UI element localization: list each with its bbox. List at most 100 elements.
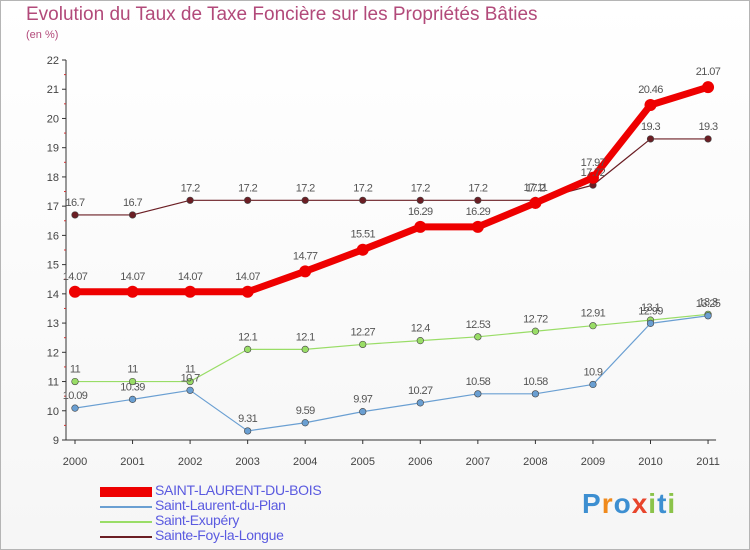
series-line-1 [74, 313, 709, 383]
data-point [186, 377, 194, 386]
data-point [359, 340, 367, 349]
data-point [244, 427, 252, 435]
legend-label: Saint-Laurent-du-Plan [155, 497, 286, 513]
data-point [128, 377, 137, 386]
y-tick-label: 18 [47, 172, 59, 184]
data-label: 17.2 [526, 182, 545, 194]
x-tick-label: 2005 [351, 456, 375, 468]
data-label: 12.1 [296, 331, 315, 343]
x-tick-label: 2007 [466, 456, 490, 468]
data-label: 10.39 [120, 381, 145, 393]
data-label: 9.59 [296, 405, 315, 417]
data-point [646, 135, 655, 143]
y-tick-label: 20 [47, 113, 59, 125]
x-tick-label: 2004 [293, 456, 317, 468]
data-point [644, 99, 657, 112]
data-label: 9.97 [353, 394, 372, 406]
legend-swatch [100, 536, 152, 538]
data-point [529, 196, 542, 209]
data-label: 12.91 [581, 308, 606, 320]
data-labels: 16.7 16.7 17.2 17.2 17.2 17.2 17.2 17.2 17.2 17.7… [63, 66, 722, 425]
data-label: 16.7 [123, 197, 142, 209]
legend-swatch [100, 506, 152, 508]
series-line-0 [74, 138, 709, 216]
y-tick-label: 17 [47, 201, 59, 213]
data-label: 13.3 [699, 296, 718, 308]
logo-letter: P [582, 488, 602, 519]
data-label: 10.7 [181, 372, 200, 384]
x-tick-label: 2008 [523, 456, 547, 468]
data-label: 14.07 [235, 271, 260, 283]
legend-label: Sainte-Foy-la-Longue [155, 527, 284, 543]
data-point [186, 196, 194, 204]
data-label: 20.46 [638, 84, 663, 96]
data-label: 17.72 [581, 167, 606, 179]
data-label: 19.3 [699, 121, 718, 133]
y-tick-label: 21 [47, 84, 59, 96]
data-point [474, 390, 482, 398]
data-point [474, 333, 482, 341]
x-tick-label: 2011 [696, 456, 720, 468]
data-point [69, 285, 81, 298]
x-tick-label: 2002 [178, 456, 202, 468]
data-label: 10.09 [63, 390, 88, 402]
data-point [184, 285, 197, 298]
data-point [589, 322, 597, 330]
data-label: 14.07 [178, 271, 203, 283]
data-point [244, 196, 252, 204]
data-point [301, 196, 309, 204]
data-label: 10.9 [583, 366, 602, 378]
x-tick-label: 2009 [581, 456, 605, 468]
logo-letter: i [667, 488, 677, 519]
data-label: 13.25 [696, 298, 721, 310]
x-tick-label: 2001 [120, 456, 144, 468]
data-label: 14.07 [120, 271, 145, 283]
data-label: 16.7 [65, 197, 84, 209]
data-point [646, 319, 655, 327]
data-label: 12.72 [523, 313, 548, 325]
data-label: 12.27 [350, 326, 375, 338]
data-label: 10.27 [408, 385, 433, 397]
logo-letter: x [631, 488, 649, 519]
data-label: 16.29 [466, 206, 491, 218]
data-point [301, 345, 309, 353]
data-label: 12.4 [411, 323, 430, 335]
x-tick-label: 2006 [408, 456, 432, 468]
logo-letter: i [648, 488, 658, 519]
data-label: 13.1 [641, 302, 660, 314]
y-tick-label: 12 [47, 347, 59, 359]
data-label: 15.51 [350, 229, 375, 241]
data-point [704, 312, 712, 320]
data-label: 12.99 [638, 305, 663, 317]
data-point [416, 196, 424, 204]
data-label: 10.58 [523, 376, 548, 388]
data-label: 9.31 [238, 413, 257, 425]
line-chart: 9 10 11 12 13 14 15 16 17 18 19 20 21 22 2000 2001 2002 2… [47, 55, 722, 468]
legend-swatch [100, 487, 152, 497]
data-point [531, 327, 540, 335]
logo-letter: t [657, 488, 668, 519]
data-label: 17.2 [353, 182, 372, 194]
y-tick-label: 22 [47, 55, 59, 67]
data-point [359, 196, 367, 204]
legend-label: SAINT-LAURENT-DU-BOIS [155, 482, 322, 498]
data-point [531, 390, 540, 398]
legend-swatch [100, 521, 152, 523]
x-tick-label: 2000 [63, 456, 87, 468]
chart-title: Evolution du Taux de Taxe Foncière sur l… [26, 4, 538, 25]
y-axis-unit: (en %) [26, 29, 59, 41]
data-point [704, 135, 712, 143]
y-tick-label: 10 [47, 406, 59, 418]
data-label: 21.07 [696, 66, 721, 78]
proxiti-logo: Proxiti [582, 488, 676, 520]
series-line-3 [71, 83, 712, 296]
data-point [186, 386, 194, 394]
data-label: 17.97 [581, 157, 606, 169]
data-label: 10.58 [466, 376, 491, 388]
legend-label: Saint-Exupéry [155, 512, 240, 528]
data-label: 19.3 [641, 121, 660, 133]
data-label: 14.07 [63, 271, 88, 283]
data-label: 12.1 [238, 331, 257, 343]
data-point [474, 196, 482, 204]
y-tick-label: 11 [48, 377, 59, 389]
